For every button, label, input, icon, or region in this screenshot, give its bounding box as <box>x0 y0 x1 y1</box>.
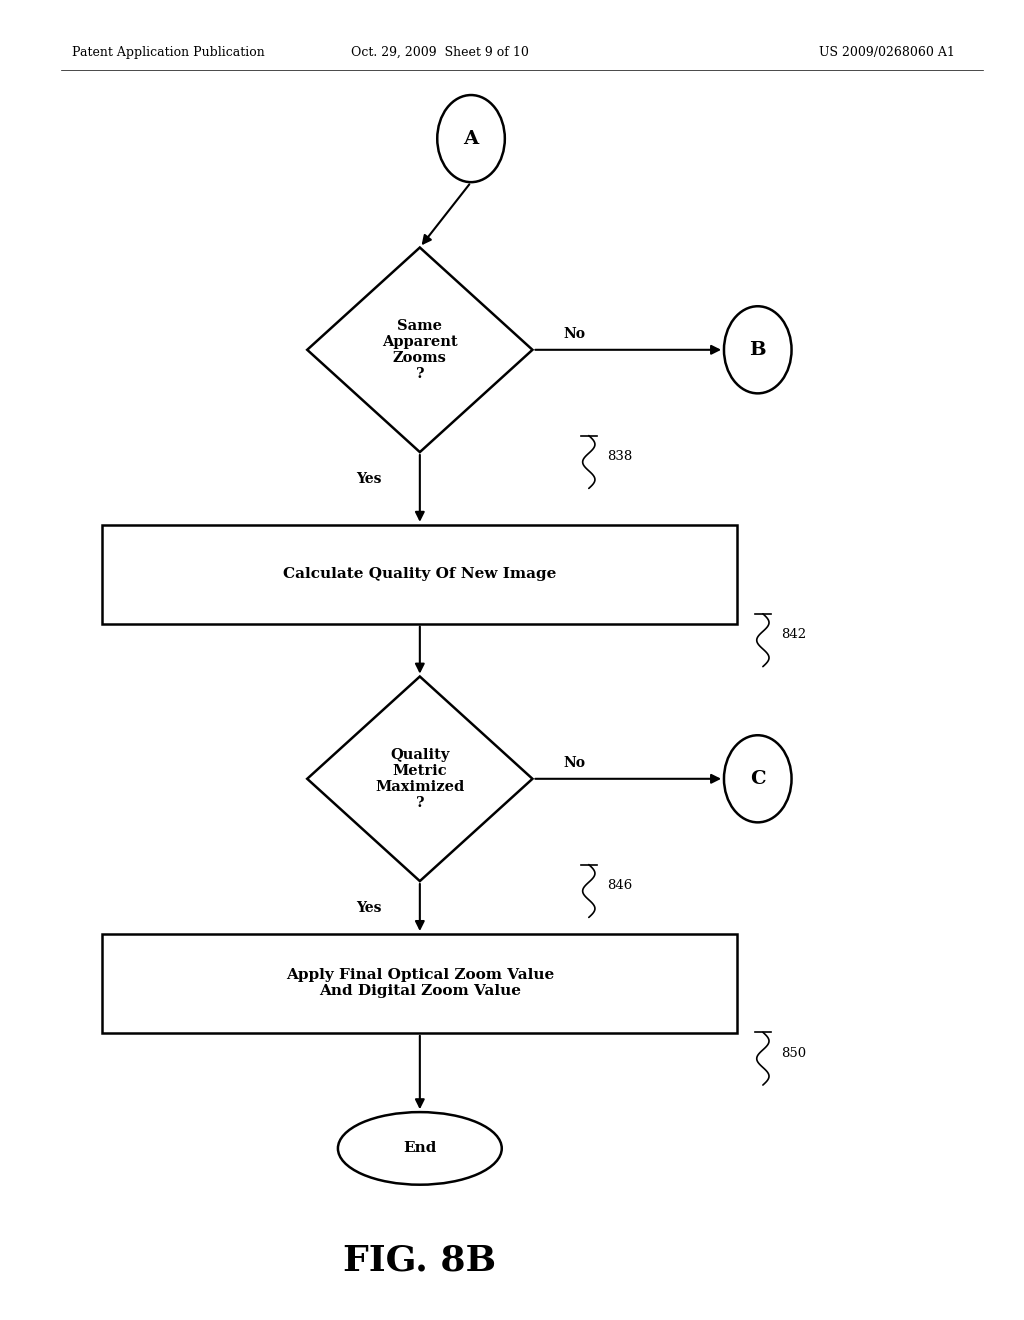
Polygon shape <box>307 676 532 882</box>
Text: B: B <box>750 341 766 359</box>
Polygon shape <box>307 248 532 451</box>
Ellipse shape <box>338 1111 502 1185</box>
Text: FIG. 8B: FIG. 8B <box>343 1243 497 1278</box>
Circle shape <box>724 306 792 393</box>
Text: Yes: Yes <box>356 902 381 915</box>
Text: Calculate Quality Of New Image: Calculate Quality Of New Image <box>284 568 556 581</box>
Text: 846: 846 <box>607 879 633 892</box>
Text: 838: 838 <box>607 450 633 463</box>
Text: Yes: Yes <box>356 473 381 486</box>
Circle shape <box>437 95 505 182</box>
Text: Oct. 29, 2009  Sheet 9 of 10: Oct. 29, 2009 Sheet 9 of 10 <box>351 46 529 59</box>
Text: No: No <box>563 756 585 770</box>
Text: C: C <box>750 770 766 788</box>
Circle shape <box>724 735 792 822</box>
Text: Patent Application Publication: Patent Application Publication <box>72 46 264 59</box>
Text: No: No <box>563 327 585 341</box>
Text: End: End <box>403 1142 436 1155</box>
Text: 842: 842 <box>781 628 807 642</box>
Text: Same
Apparent
Zooms
?: Same Apparent Zooms ? <box>382 318 458 381</box>
Bar <box>102 935 737 1032</box>
Text: Quality
Metric
Maximized
?: Quality Metric Maximized ? <box>375 747 465 810</box>
Text: 850: 850 <box>781 1047 807 1060</box>
Text: Apply Final Optical Zoom Value
And Digital Zoom Value: Apply Final Optical Zoom Value And Digit… <box>286 969 554 998</box>
Text: US 2009/0268060 A1: US 2009/0268060 A1 <box>819 46 955 59</box>
Text: A: A <box>464 129 478 148</box>
Bar <box>102 525 737 624</box>
